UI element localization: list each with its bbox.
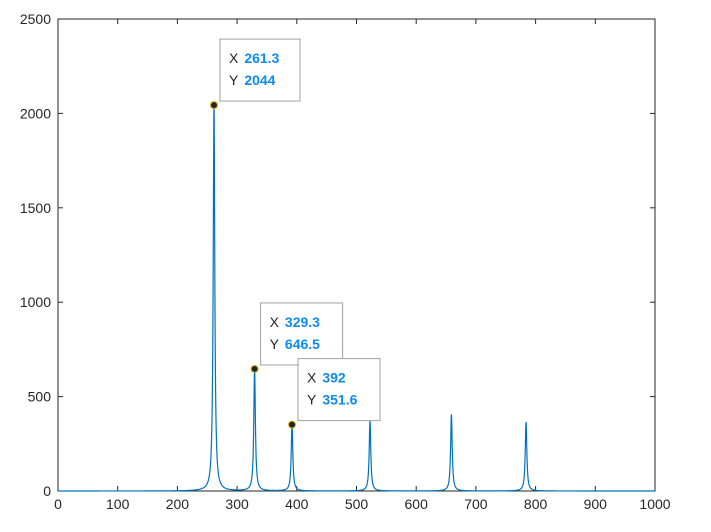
x-tick-label: 500 <box>345 496 369 512</box>
series-line <box>58 104 655 492</box>
y-tick-label: 500 <box>28 389 52 405</box>
datatip-y-key: Y <box>307 392 317 408</box>
x-tick-label: 0 <box>54 496 62 512</box>
y-tick-label: 1000 <box>20 294 51 310</box>
x-axis: 0 100 200 300 400 500 600 700 800 900 1000 <box>54 19 671 512</box>
x-tick-label: 800 <box>524 496 548 512</box>
y-tick-label: 0 <box>43 483 51 499</box>
x-tick-label: 900 <box>584 496 608 512</box>
datatip-x-value: 392 <box>322 370 346 386</box>
y-axis: 0 500 1000 1500 2000 2500 <box>20 11 655 499</box>
datatip-x-row: X 261.3 <box>229 50 280 66</box>
datatip[interactable]: X 329.3 Y 646.5 <box>250 302 344 373</box>
datatip-y-value: 2044 <box>244 72 275 88</box>
datatip-y-row: Y 351.6 <box>307 392 358 408</box>
x-tick-label: 200 <box>166 496 190 512</box>
datatip-box <box>260 302 344 366</box>
datatip-y-value: 351.6 <box>322 392 357 408</box>
datatip-y-row: Y 2044 <box>229 72 276 88</box>
datatip-x-key: X <box>270 314 280 330</box>
x-tick-label: 700 <box>464 496 488 512</box>
datatip-x-row: X 329.3 <box>270 314 321 330</box>
datatip-x-key: X <box>229 50 239 66</box>
datatip[interactable]: X 261.3 Y 2044 <box>209 38 301 110</box>
x-tick-label: 1000 <box>639 496 670 512</box>
y-tick-label: 1500 <box>20 200 51 216</box>
x-tick-label: 100 <box>106 496 130 512</box>
datatip[interactable]: X 392 Y 351.6 <box>288 358 381 429</box>
x-tick-label: 600 <box>405 496 429 512</box>
datatip-y-key: Y <box>229 72 239 88</box>
datatip-x-key: X <box>307 370 317 386</box>
datatip-y-row: Y 646.5 <box>270 336 321 352</box>
y-tick-label: 2000 <box>20 105 51 121</box>
datatip-x-value: 329.3 <box>285 314 320 330</box>
datatip-marker[interactable] <box>250 364 259 373</box>
datatip-x-row: X 392 <box>307 370 346 386</box>
y-tick-label: 2500 <box>20 11 51 27</box>
x-tick-label: 400 <box>285 496 309 512</box>
x-tick-label: 300 <box>225 496 249 512</box>
datatip-y-value: 646.5 <box>285 336 320 352</box>
datatip-marker[interactable] <box>209 101 218 110</box>
datatip-box <box>219 38 301 102</box>
datatip-box <box>297 358 381 422</box>
datatips: X 261.3 Y 2044 X 329.3 Y 646.5 X 392 Y 351.6 <box>209 38 381 429</box>
datatip-x-value: 261.3 <box>244 50 279 66</box>
datatip-marker[interactable] <box>288 420 297 429</box>
datatip-y-key: Y <box>270 336 280 352</box>
